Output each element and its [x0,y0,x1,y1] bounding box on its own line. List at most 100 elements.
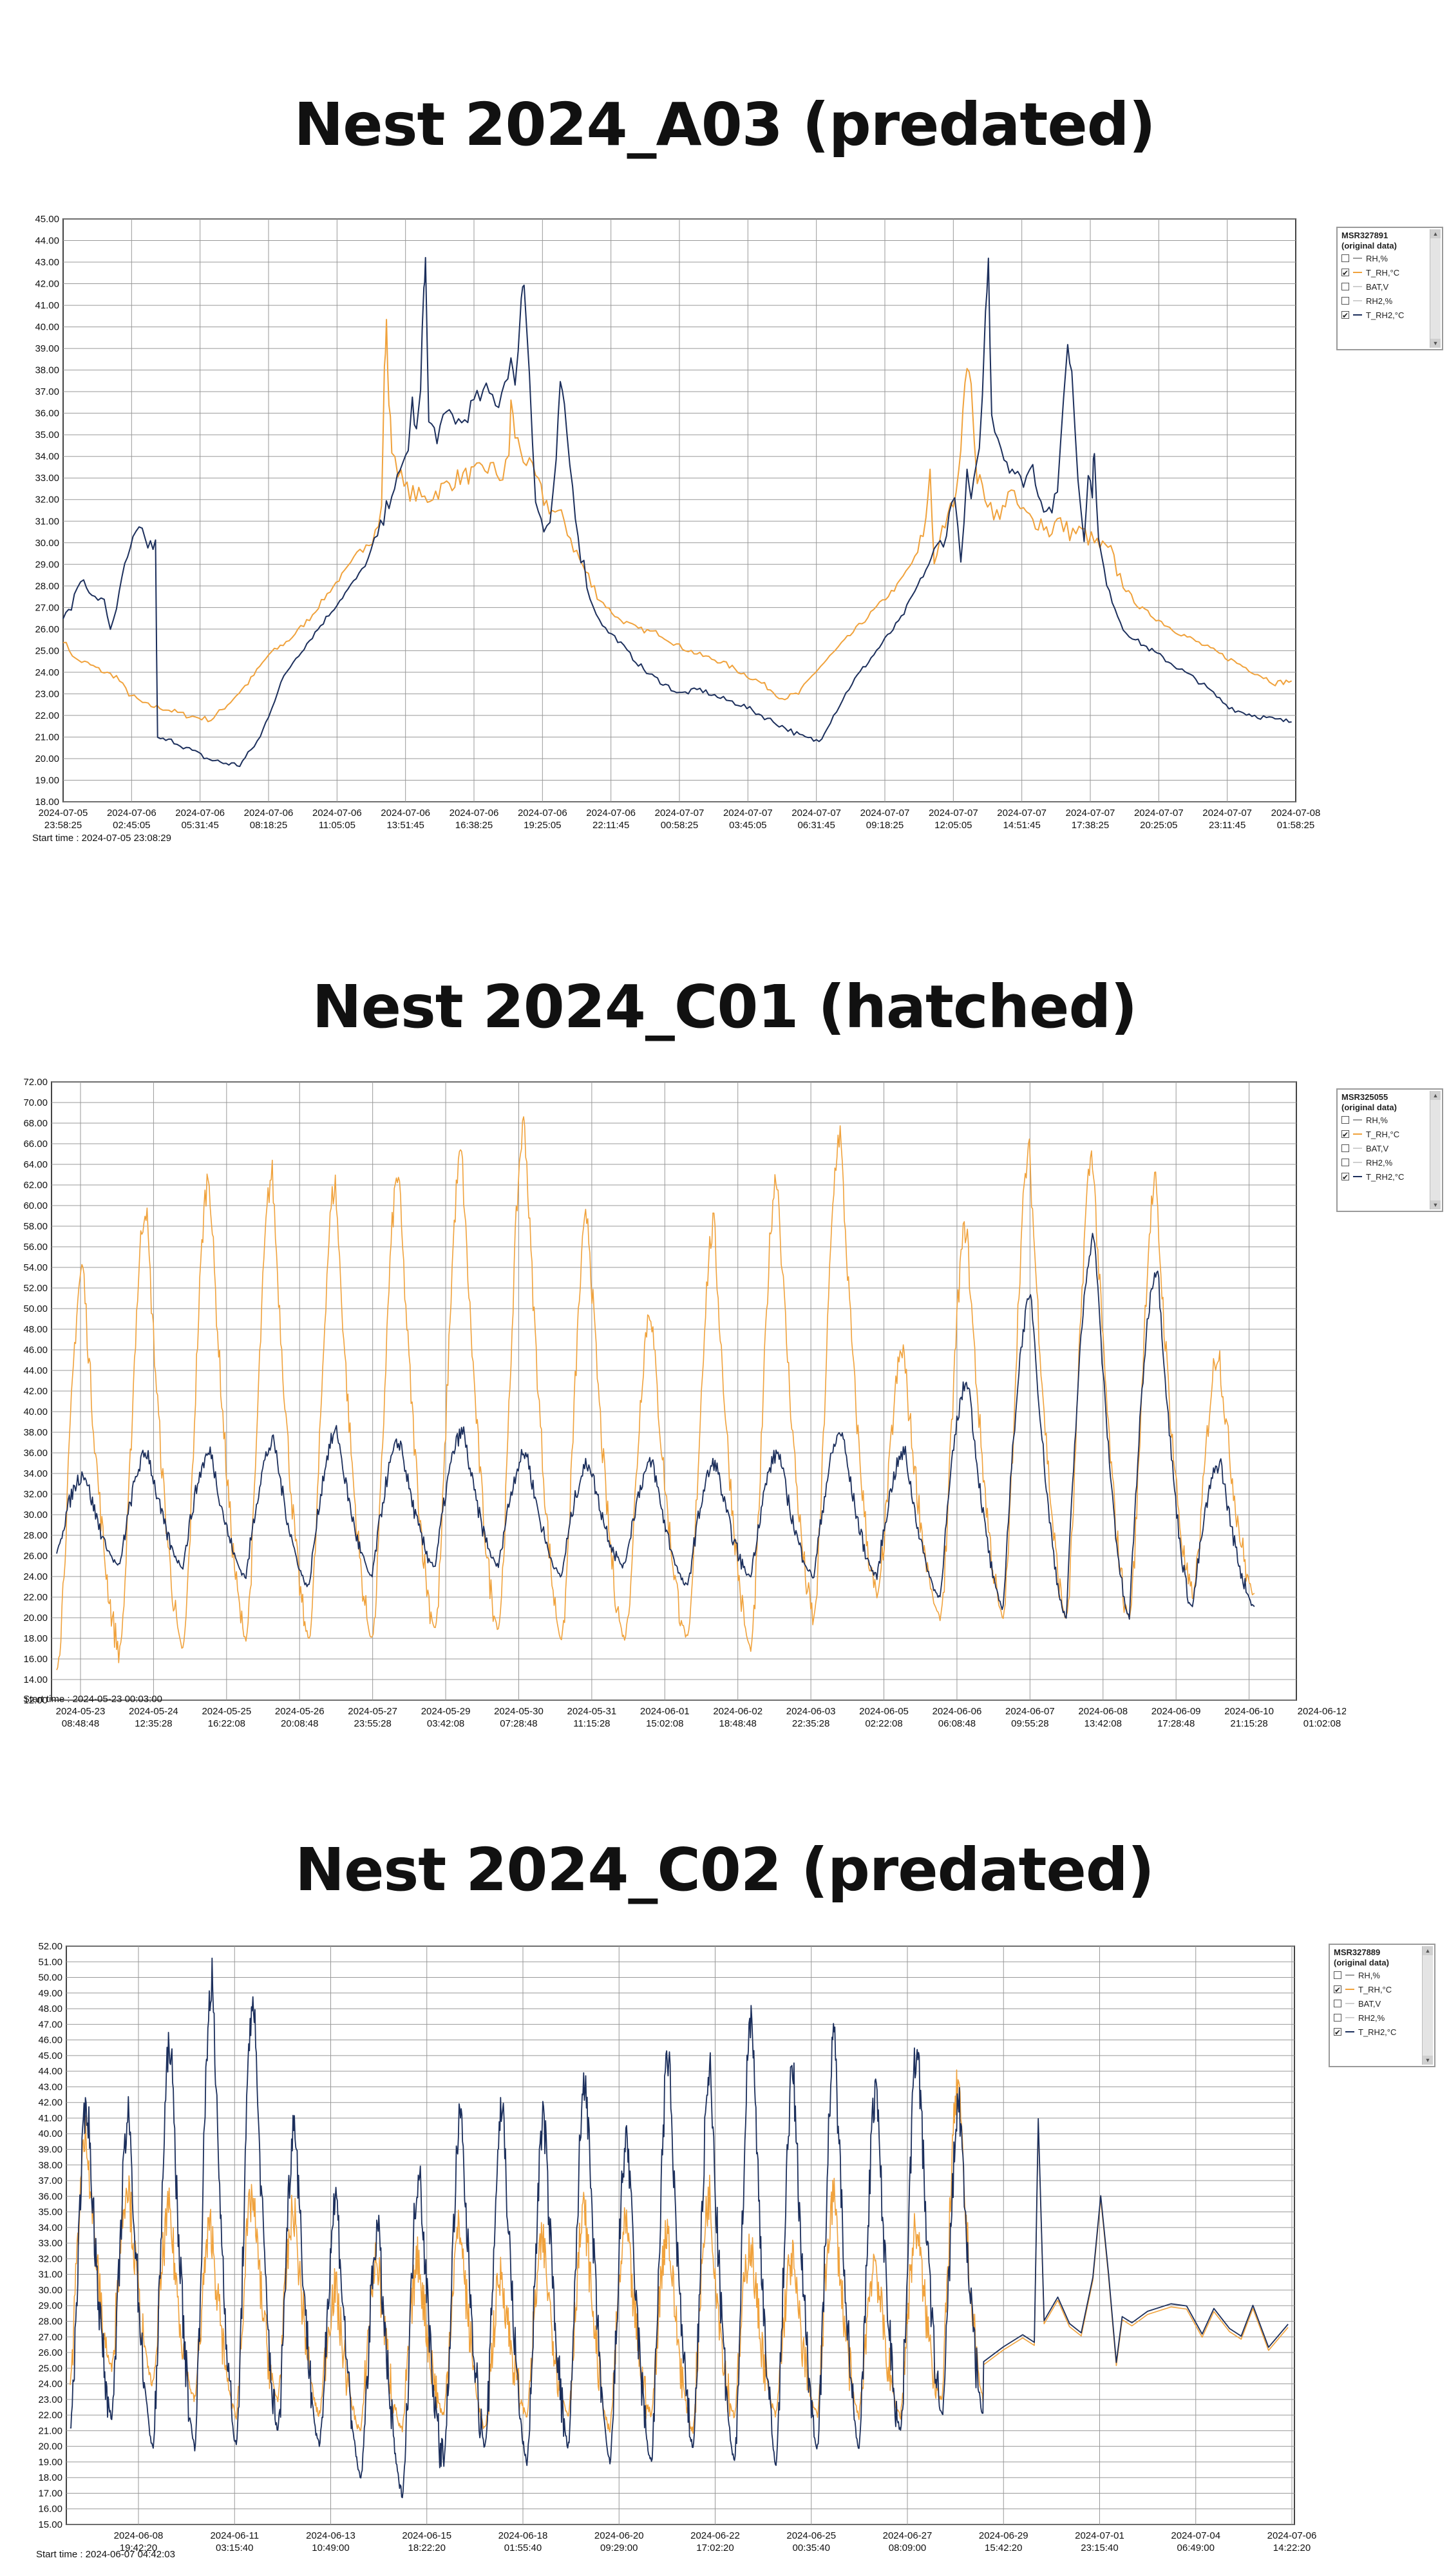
x-tick-label: 2024-07-07 06:31:45 [791,808,841,831]
legend-checkbox[interactable]: ✔ [1341,1173,1349,1182]
legend-label: BAT,V [1366,1143,1389,1153]
legend-item[interactable]: RH,% [1341,251,1426,265]
y-tick-label: 21.00 [35,732,59,743]
y-tick-label: 36.00 [35,408,59,419]
y-tick-label: 20.00 [38,2441,62,2452]
legend-item[interactable]: ✔ T_RH2,°C [1334,2025,1419,2039]
legend-item[interactable]: BAT,V [1341,279,1426,294]
y-tick-label: 68.00 [23,1118,48,1129]
legend-checkbox[interactable] [1334,2014,1341,2022]
y-tick-label: 72.00 [23,1077,48,1088]
legend-swatch [1353,258,1362,259]
legend-checkbox[interactable] [1341,297,1349,305]
legend-item[interactable]: BAT,V [1341,1141,1426,1155]
legend-box: MSR327891 (original data) RH,% ✔ T_RH,°C BA… [1336,227,1443,350]
y-tick-label: 52.00 [23,1283,48,1294]
y-tick-label: 14.00 [23,1674,48,1685]
y-tick-label: 27.00 [35,602,59,613]
y-tick-label: 42.00 [38,2098,62,2108]
y-tick-label: 26.00 [35,624,59,635]
x-tick-label: 2024-07-06 19:25:05 [518,808,567,831]
legend-item[interactable]: ✔ T_RH,°C [1334,1982,1419,1996]
y-tick-label: 28.00 [23,1530,48,1541]
y-tick-label: 39.00 [35,343,59,354]
legend-checkbox[interactable]: ✔ [1341,269,1349,278]
legend-label: RH2,% [1366,1157,1393,1168]
y-tick-label: 66.00 [23,1139,48,1150]
y-tick-label: 34.00 [38,2222,62,2233]
legend-checkbox[interactable] [1341,254,1349,262]
y-tick-label: 24.00 [38,2379,62,2390]
legend-item[interactable]: RH,% [1341,1113,1426,1127]
legend-checkbox[interactable]: ✔ [1341,311,1349,320]
legend-checkbox[interactable] [1341,1159,1349,1166]
x-tick-label: 2024-06-06 06:08:48 [933,1706,982,1729]
x-tick-label: 2024-05-30 07:28:48 [494,1706,544,1729]
legend-item[interactable]: RH2,% [1341,1155,1426,1170]
y-tick-label: 21.00 [38,2425,62,2436]
y-tick-label: 50.00 [23,1303,48,1314]
x-tick-label: 2024-06-03 22:35:28 [786,1706,836,1729]
y-tick-label: 51.00 [38,1956,62,1967]
y-tick-label: 48.00 [38,2003,62,2014]
x-tick-label: 2024-06-11 03:15:40 [210,2530,259,2553]
y-tick-label: 48.00 [23,1324,48,1335]
y-tick-label: 58.00 [23,1221,48,1232]
x-tick-label: 2024-07-07 03:45:05 [723,808,773,831]
chart-title: Nest 2024_C01 (hatched) [312,972,1138,1041]
legend-checkbox[interactable] [1334,2000,1341,2007]
legend-scrollbar[interactable]: ▲ ▼ [1422,1946,1433,2065]
y-tick-label: 49.00 [38,1988,62,1999]
legend-checkbox[interactable] [1341,283,1349,290]
y-tick-label: 41.00 [35,300,59,311]
x-tick-label: 2024-07-06 11:05:05 [312,808,362,831]
y-tick-label: 45.00 [38,2050,62,2061]
y-tick-label: 18.00 [38,2472,62,2483]
x-tick-label: 2024-06-07 09:55:28 [1005,1706,1055,1729]
y-tick-label: 50.00 [38,1973,62,1984]
series-line [56,1116,1255,1671]
y-tick-label: 36.00 [23,1448,48,1459]
legend-label: BAT,V [1366,281,1389,292]
y-tick-label: 36.00 [38,2191,62,2202]
legend-item[interactable]: ✔ T_RH2,°C [1341,1170,1426,1184]
x-tick-label: 2024-06-12 01:02:08 [1298,1706,1346,1729]
legend-checkbox[interactable] [1341,1144,1349,1152]
legend-swatch [1353,1119,1362,1121]
legend-checkbox[interactable]: ✔ [1341,1130,1349,1139]
x-tick-label: 2024-06-13 10:49:00 [306,2530,355,2553]
legend-item[interactable]: RH,% [1334,1968,1419,1982]
legend-item[interactable]: ✔ T_RH2,°C [1341,308,1426,322]
legend-scrollbar[interactable]: ▲ ▼ [1430,1091,1441,1209]
x-tick-label: 2024-06-05 02:22:08 [859,1706,909,1729]
y-tick-label: 16.00 [38,2504,62,2515]
legend-swatch [1345,2003,1354,2004]
legend-checkbox[interactable]: ✔ [1334,1985,1341,1994]
legend-scrollbar[interactable]: ▲ ▼ [1430,229,1441,348]
series-line [62,257,1292,768]
legend-checkbox[interactable] [1334,1971,1341,1979]
legend-label: BAT,V [1358,1998,1381,2009]
legend-label: RH2,% [1358,2012,1385,2023]
legend-checkbox[interactable] [1341,1116,1349,1124]
legend-item[interactable]: RH2,% [1341,294,1426,308]
y-tick-label: 19.00 [38,2457,62,2468]
y-tick-label: 34.00 [23,1468,48,1479]
y-tick-label: 46.00 [23,1345,48,1356]
y-tick-label: 62.00 [23,1180,48,1191]
y-tick-label: 31.00 [38,2269,62,2280]
y-tick-label: 70.00 [23,1097,48,1108]
x-tick-label: 2024-07-05 23:58:25 [39,808,88,831]
y-tick-label: 54.00 [23,1262,48,1273]
legend-item[interactable]: ✔ T_RH,°C [1341,1127,1426,1141]
x-tick-label: 2024-06-20 09:29:00 [594,2530,644,2553]
legend-item[interactable]: RH2,% [1334,2011,1419,2025]
legend-item[interactable]: ✔ T_RH,°C [1341,265,1426,279]
legend-checkbox[interactable]: ✔ [1334,2028,1341,2037]
y-tick-label: 37.00 [38,2175,62,2186]
y-tick-label: 20.00 [23,1613,48,1624]
y-tick-label: 18.00 [23,1633,48,1644]
legend-item[interactable]: BAT,V [1334,1996,1419,2011]
y-tick-label: 43.00 [35,257,59,268]
x-tick-label: 2024-06-01 15:02:08 [640,1706,690,1729]
